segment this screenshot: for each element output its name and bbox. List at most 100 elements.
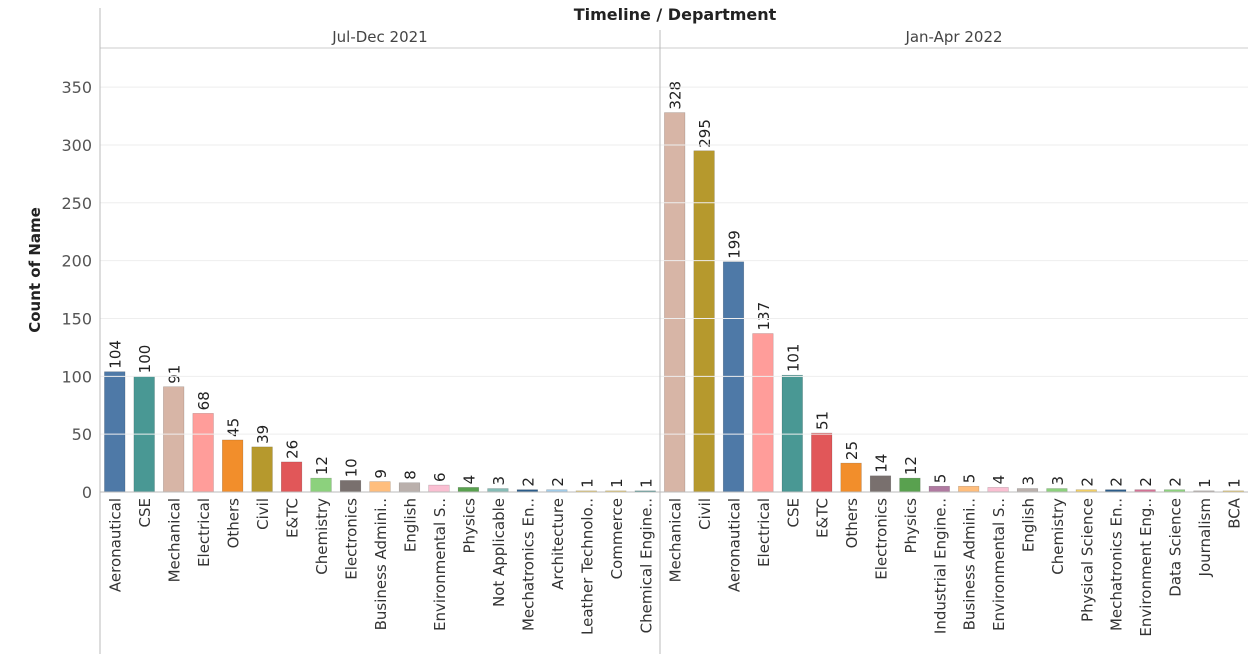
value-label: 1	[637, 478, 655, 488]
x-tick-label: CSE	[136, 498, 154, 527]
bar	[1046, 488, 1068, 493]
x-tick-label: E&TC	[284, 498, 302, 538]
x-tick-label: Environmental S..	[431, 498, 449, 631]
value-label: 10	[343, 458, 361, 477]
y-axis-label: Count of Name	[26, 207, 44, 333]
x-tick-label: Not Applicable	[490, 498, 508, 607]
value-label: 328	[667, 81, 685, 110]
x-tick-label: Mechanical	[166, 498, 184, 582]
bar	[369, 481, 391, 493]
bar	[840, 462, 862, 493]
x-tick-label: Commerce	[608, 498, 626, 579]
x-tick-label: Aeronautical	[107, 498, 125, 592]
bar	[899, 477, 921, 493]
value-label: 3	[490, 476, 508, 486]
panel-title: Jul-Dec 2021	[331, 28, 427, 46]
x-tick-label: Chemical Engine..	[637, 498, 655, 633]
x-tick-label: Industrial Engine..	[931, 498, 949, 634]
x-tick-label: Environment Eng..	[1137, 498, 1155, 637]
x-tick-label: Mechatronics En..	[1108, 498, 1126, 631]
x-tick-label: Civil	[254, 498, 272, 530]
bar	[869, 475, 892, 493]
value-label: 3	[1020, 476, 1038, 486]
value-label: 12	[902, 456, 920, 475]
bar	[811, 432, 833, 493]
y-tick-label: 150	[61, 309, 92, 328]
x-tick-label: Electrical	[755, 498, 773, 567]
x-tick-label: Aeronautical	[726, 498, 744, 592]
x-tick-label: Electronics	[873, 498, 891, 580]
y-tick-label: 200	[61, 252, 92, 271]
value-label: 8	[401, 470, 419, 480]
value-label: 295	[696, 119, 714, 148]
panel-title: Jan-Apr 2022	[904, 28, 1002, 46]
value-label: 26	[284, 440, 302, 459]
bar	[752, 333, 774, 493]
bar	[693, 150, 715, 493]
bar	[781, 374, 803, 493]
bar	[1016, 488, 1039, 493]
x-tick-label: CSE	[784, 498, 802, 527]
bar	[457, 487, 479, 493]
value-label: 199	[726, 230, 744, 259]
value-label: 5	[931, 474, 949, 484]
value-label: 9	[372, 469, 390, 479]
value-label: 5	[961, 474, 979, 484]
x-tick-label: English	[1020, 498, 1038, 552]
bar	[928, 485, 950, 493]
value-label: 45	[225, 418, 243, 437]
bar	[104, 371, 126, 493]
x-tick-label: Chemistry	[1049, 498, 1067, 575]
value-label: 12	[313, 456, 331, 475]
value-label: 91	[166, 365, 184, 384]
value-label: 137	[755, 302, 773, 331]
value-label: 4	[990, 475, 1008, 485]
value-label: 14	[873, 454, 891, 473]
chart-title: Timeline / Department	[574, 5, 777, 24]
value-label: 100	[136, 345, 154, 374]
value-label: 2	[1167, 477, 1185, 487]
value-label: 3	[1049, 476, 1067, 486]
y-tick-label: 300	[61, 136, 92, 155]
value-label: 104	[107, 340, 125, 369]
x-tick-label: Others	[843, 498, 861, 549]
value-label: 2	[1137, 477, 1155, 487]
x-tick-label: English	[401, 498, 419, 552]
value-label: 2	[519, 477, 537, 487]
bar	[222, 439, 244, 493]
bar	[251, 446, 273, 493]
value-label: 6	[431, 473, 449, 483]
x-tick-label: Architecture	[549, 498, 567, 590]
value-label: 2	[549, 477, 567, 487]
x-tick-label: Others	[225, 498, 243, 549]
x-tick-label: Business Admini..	[372, 498, 390, 630]
value-label: 4	[460, 475, 478, 485]
value-label: 1	[1196, 478, 1214, 488]
bar	[163, 386, 185, 493]
value-label: 101	[784, 344, 802, 373]
x-tick-label: Mechanical	[667, 498, 685, 582]
bar	[339, 480, 362, 493]
x-tick-label: Data Science	[1167, 498, 1185, 597]
value-label: 25	[843, 441, 861, 460]
value-label: 1	[608, 478, 626, 488]
value-label: 2	[1108, 477, 1126, 487]
value-label: 68	[195, 391, 213, 410]
bar	[310, 477, 332, 493]
x-tick-label: Chemistry	[313, 498, 331, 575]
x-tick-label: BCA	[1225, 497, 1243, 529]
x-tick-label: Leather Technolo..	[578, 498, 596, 635]
bar	[987, 487, 1009, 493]
x-tick-label: Physical Science	[1078, 498, 1096, 622]
y-tick-label: 350	[61, 78, 92, 97]
y-tick-label: 50	[72, 425, 92, 444]
x-tick-label: Environmental S..	[990, 498, 1008, 631]
x-tick-label: Mechatronics En..	[519, 498, 537, 631]
x-tick-label: E&TC	[814, 498, 832, 538]
value-label: 2	[1078, 477, 1096, 487]
value-label: 1	[578, 478, 596, 488]
x-tick-label: Business Admini..	[961, 498, 979, 630]
bar	[192, 413, 214, 493]
bar	[428, 484, 450, 493]
